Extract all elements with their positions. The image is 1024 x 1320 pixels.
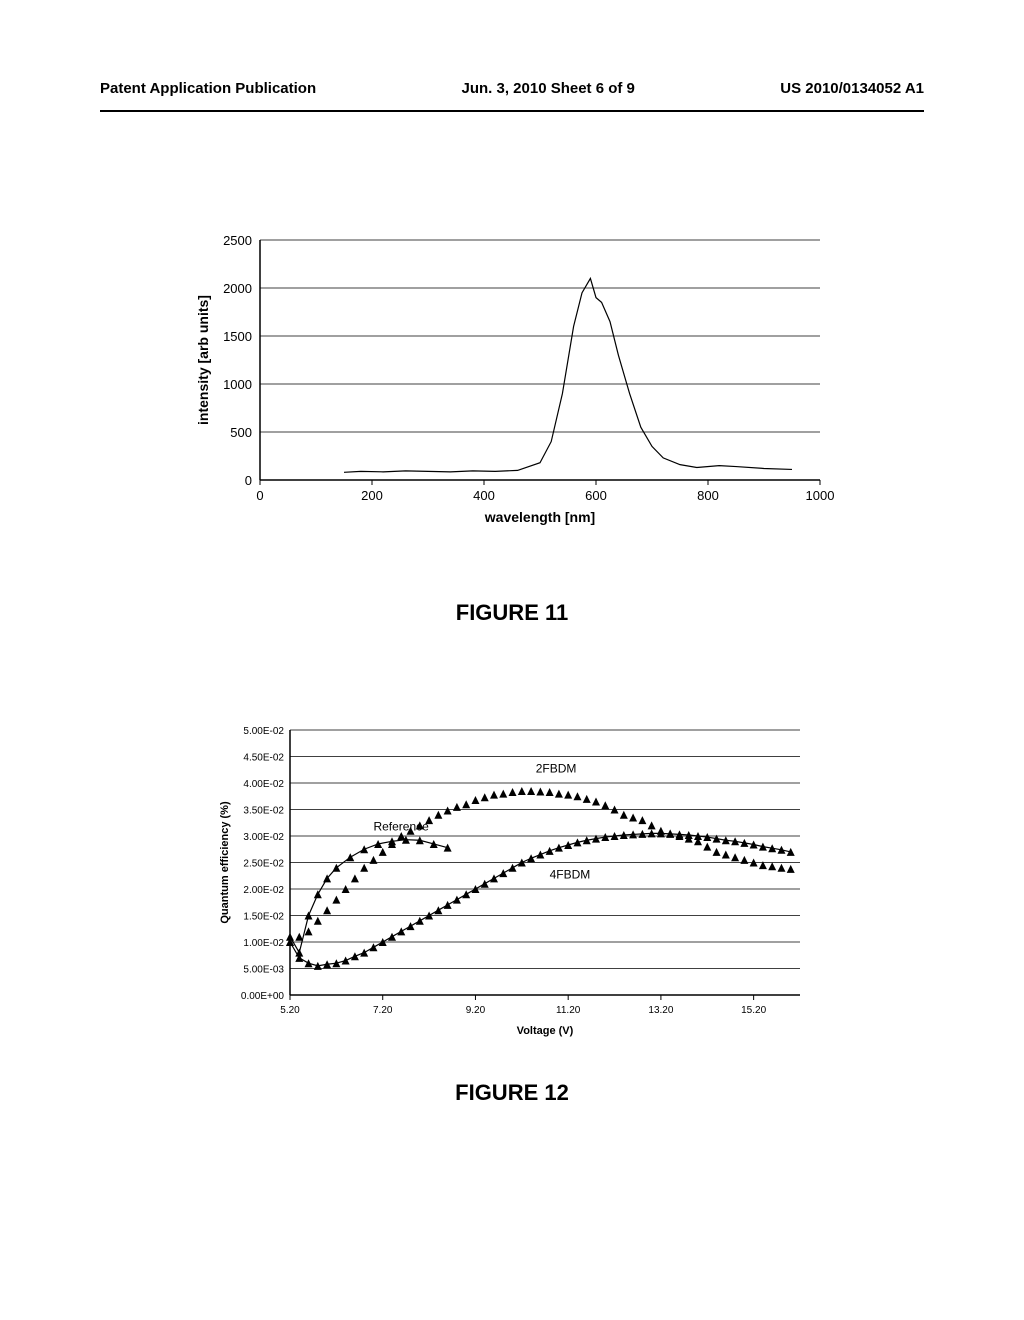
svg-text:1500: 1500 — [223, 329, 252, 344]
svg-text:1000: 1000 — [806, 488, 835, 503]
svg-text:3.00E-02: 3.00E-02 — [243, 832, 284, 843]
figure-12-chart: 0.00E+00 5.00E-03 1.00E-02 1.50E-02 2.00E-02… — [210, 720, 810, 1040]
page-header: Patent Application Publication Jun. 3, 2… — [0, 80, 1024, 97]
svg-text:200: 200 — [361, 488, 383, 503]
header-rule — [100, 110, 924, 112]
header-right: US 2010/0134052 A1 — [780, 80, 924, 97]
svg-text:5.00E-02: 5.00E-02 — [243, 726, 284, 737]
svg-text:1.00E-02: 1.00E-02 — [243, 938, 284, 949]
svg-text:500: 500 — [230, 425, 252, 440]
svg-text:11.20: 11.20 — [556, 1005, 581, 1016]
svg-text:600: 600 — [585, 488, 607, 503]
svg-text:2500: 2500 — [223, 233, 252, 248]
svg-text:2FBDM: 2FBDM — [536, 761, 577, 775]
svg-text:7.20: 7.20 — [373, 1005, 393, 1016]
svg-text:3.50E-02: 3.50E-02 — [243, 806, 284, 817]
svg-text:400: 400 — [473, 488, 495, 503]
figure-12-label: FIGURE 12 — [0, 1080, 1024, 1106]
svg-text:wavelength [nm]: wavelength [nm] — [484, 509, 595, 525]
figure-11-label: FIGURE 11 — [0, 600, 1024, 626]
svg-text:5.20: 5.20 — [280, 1005, 300, 1016]
svg-text:15.20: 15.20 — [741, 1005, 766, 1016]
svg-text:Quantum efficiency (%): Quantum efficiency (%) — [219, 801, 231, 924]
svg-text:intensity [arb units]: intensity [arb units] — [195, 295, 211, 425]
svg-text:800: 800 — [697, 488, 719, 503]
svg-text:Reference: Reference — [373, 820, 429, 834]
svg-text:4.00E-02: 4.00E-02 — [243, 779, 284, 790]
header-center: Jun. 3, 2010 Sheet 6 of 9 — [461, 80, 634, 97]
svg-text:0: 0 — [245, 473, 252, 488]
svg-text:2.50E-02: 2.50E-02 — [243, 859, 284, 870]
svg-text:9.20: 9.20 — [466, 1005, 486, 1016]
svg-text:Voltage (V): Voltage (V) — [517, 1025, 574, 1037]
svg-text:1000: 1000 — [223, 377, 252, 392]
svg-text:5.00E-03: 5.00E-03 — [243, 965, 284, 976]
header-left: Patent Application Publication — [100, 80, 316, 97]
svg-text:13.20: 13.20 — [648, 1005, 673, 1016]
figure-11-chart: 0500100015002000250002004006008001000wav… — [190, 230, 830, 530]
svg-text:1.50E-02: 1.50E-02 — [243, 912, 284, 923]
svg-text:2000: 2000 — [223, 281, 252, 296]
svg-text:4FBDM: 4FBDM — [550, 867, 591, 881]
svg-text:0.00E+00: 0.00E+00 — [241, 991, 285, 1002]
svg-text:4.50E-02: 4.50E-02 — [243, 753, 284, 764]
svg-text:0: 0 — [256, 488, 263, 503]
svg-text:2.00E-02: 2.00E-02 — [243, 885, 284, 896]
